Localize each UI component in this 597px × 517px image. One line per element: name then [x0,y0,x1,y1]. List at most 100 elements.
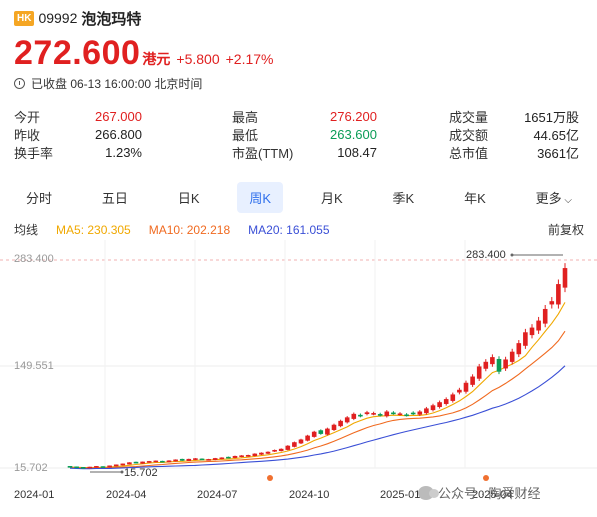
stat-col1-2: 换手率 1.23% [14,143,142,161]
tab-7[interactable]: 更多 ⌵ [535,191,572,206]
candle-body [292,442,297,447]
candle-body [351,413,357,419]
candle-body [483,361,489,369]
candle-body [127,462,132,465]
stat-label: 成交额 [449,127,489,143]
candle-body [140,461,145,464]
candle-body [285,445,291,450]
x-tick-label: 2024-04 [106,489,146,501]
candle-body [549,301,555,305]
candle-body [173,459,178,462]
candle-body [496,358,502,372]
stat-value: 276.200 [330,108,377,124]
ma-legend: 均线 MA5: 230.305 MA10: 202.218 MA20: 161.… [14,221,584,238]
tab-1[interactable]: 五日 [101,191,128,206]
candle-body [206,459,211,461]
candle-body [424,408,429,414]
candle-body [318,430,324,434]
candle-body [212,458,218,460]
ma5-line [69,302,566,469]
stat-label: 总市值 [449,145,489,161]
candle-body [80,467,86,469]
stat-col3-1: 成交额 44.65亿 [449,125,579,143]
stat-label: 昨收 [14,127,41,143]
candle-body [397,413,403,416]
candle-body [562,268,568,288]
tab-0[interactable]: 分时 [26,191,53,206]
wechat-icon [418,485,439,500]
candle-body [371,413,376,415]
period-tabs: 分时 五日 日K 周K 月K 季K 年K 更多 ⌵ [14,182,584,213]
candle-body [503,359,508,369]
candle-body [219,457,225,460]
stat-col3-2: 总市值 3661亿 [449,143,579,161]
ma20-value: MA20: 161.055 [248,222,330,237]
stat-col1-0: 今开 267.000 [14,107,142,125]
stat-value: 1.23% [105,144,142,160]
stat-col3-0: 成交量 1651万股 [449,107,579,125]
candle-body [232,455,238,458]
candle-body [193,458,198,460]
candle-body [160,460,165,463]
candle-body [476,366,482,379]
stock-name: 泡泡玛特 [81,10,142,28]
stat-value: 1651万股 [524,109,579,125]
event-marker [483,475,489,481]
max-label: 283.400 [466,249,506,261]
tab-4[interactable]: 月K [320,191,343,206]
candle-body [245,455,251,457]
adjust-toggle[interactable]: 前复权 [547,223,584,237]
candle-body [443,399,449,404]
title-row: HK 09992 泡泡玛特 [14,8,584,28]
stat-value: 266.800 [95,126,142,142]
x-tick-label: 2024-01 [14,489,54,501]
candle-body [364,412,370,415]
candle-body [239,455,244,458]
max-dot [510,253,514,257]
candle-body [226,456,231,459]
kline-chart[interactable]: 283.400 149.551 15.702 283.400 15.702 2024-01… [0,240,597,517]
y-tick-label: 283.400 [14,253,54,265]
candle-body [199,458,205,461]
tab-5[interactable]: 季K [392,191,415,206]
candle-body [113,464,119,467]
candle-body [509,351,515,362]
min-label: 15.702 [124,467,158,479]
candle-body [100,466,106,468]
event-marker [267,475,273,481]
candle-body [516,343,522,355]
stats-col-1: 今开 267.000 昨收 266.800 换手率 1.23% [14,107,144,161]
last-price: 272.600 [14,34,141,72]
candle-body [450,394,456,401]
stat-col2-2: 市盈(TTM) 108.47 [232,143,377,161]
stat-value: 263.600 [330,126,377,142]
candle-body [67,466,73,468]
candle-body [87,466,93,469]
stat-label: 成交量 [449,109,489,125]
candle-body [358,414,363,417]
ma-label[interactable]: 均线 [14,223,39,237]
candle-body [430,405,436,411]
candle-body [311,431,317,437]
stat-col1-1: 昨收 266.800 [14,125,142,143]
candle-body [259,452,264,455]
candle-body [166,460,172,463]
candle-body [94,466,99,468]
stats-col-3: 成交量 1651万股 成交额 44.65亿 总市值 3661亿 [349,107,584,161]
watermark: 公众号 · 陶舜财经 [418,483,541,502]
candle-body [384,411,390,417]
tab-2[interactable]: 日K [177,191,200,206]
candle-body [265,451,271,454]
ma10-value: MA10: 202.218 [148,222,231,237]
stat-col2-1: 最低 263.600 [232,125,377,143]
candle-body [410,412,416,415]
candle-body [179,458,185,461]
x-tick-label: 2024-10 [289,489,329,501]
stat-col2-0: 最高 276.200 [232,107,377,125]
candle-body [344,417,350,423]
stat-value: 3661亿 [537,145,579,161]
tab-3[interactable]: 周K [237,182,284,213]
candle-body [404,414,409,417]
currency: 港元 [142,51,171,67]
tab-6[interactable]: 年K [464,191,486,206]
